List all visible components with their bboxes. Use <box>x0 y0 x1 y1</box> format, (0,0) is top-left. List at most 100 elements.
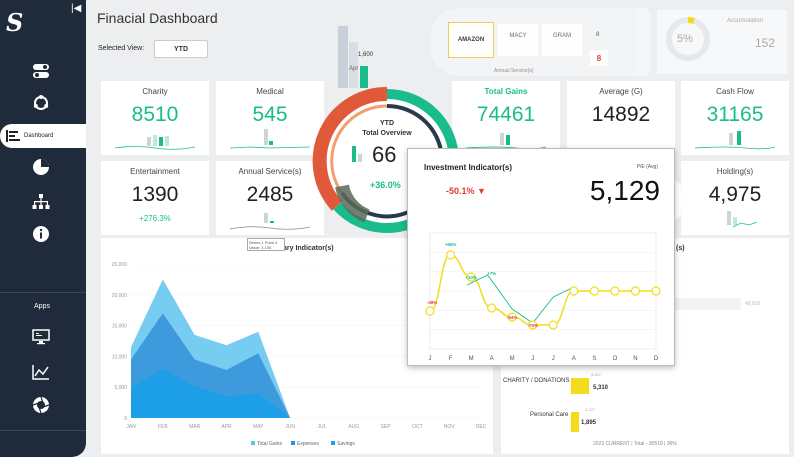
selected-view-label: Selected View: <box>98 45 145 52</box>
data-point[interactable] <box>466 272 476 282</box>
popup-change-value: -50.1% <box>446 186 475 196</box>
nav-dashboard[interactable]: Dashboard <box>0 124 86 148</box>
area-series-2[interactable] <box>131 368 481 418</box>
store-widget: AMAZON MACY GRAM 8 8 Annual Service(s) <box>430 8 650 76</box>
kpi-value: 14892 <box>591 103 651 126</box>
sidebar: S |◀ Dashboard Apps <box>0 0 86 457</box>
charity-value: 5,310 <box>593 385 609 391</box>
y-tick-label: 0 <box>124 416 127 422</box>
data-point[interactable] <box>507 312 517 322</box>
selected-view-button[interactable]: YTD <box>154 40 208 58</box>
kpi-annual-services[interactable]: Annual Service(s) 2485 <box>216 161 324 235</box>
data-point[interactable] <box>445 250 456 260</box>
area-chart: 25,000 20,000 15,000 10,000 5,000 0 JAN FEB MAR A… <box>112 262 487 447</box>
donut-ytd: YTD <box>380 120 394 127</box>
legend-label: Total Gains <box>257 441 283 447</box>
kpi-sparkline <box>115 135 195 150</box>
tooltip-line2: Value: 1,150 <box>249 245 272 250</box>
legend-label: Savings <box>337 441 355 447</box>
mini-bar-month: Apr <box>349 66 359 72</box>
hierarchy-icon[interactable] <box>30 191 52 213</box>
x-tick-label: A <box>490 356 494 362</box>
info-icon[interactable] <box>30 223 52 245</box>
data-point[interactable] <box>548 320 558 330</box>
toggle-icon[interactable] <box>30 60 52 82</box>
y-tick-label: 15,000 <box>112 324 128 330</box>
accumulation-ring <box>666 17 710 61</box>
x-tick-label: O <box>613 356 618 362</box>
donut-change: +36.0% <box>370 180 401 190</box>
kpi-title: Medical <box>256 87 284 96</box>
kpi-medical[interactable]: Medical 545 <box>216 81 324 155</box>
x-tick-label: NOV <box>444 424 456 430</box>
breakdown-legend: 2023 CURRENT | Total - 30519 | 36% <box>593 441 677 447</box>
y-tick-label: 10,000 <box>112 354 128 360</box>
charity-bar[interactable] <box>571 378 589 394</box>
x-tick-label: MAY <box>253 424 264 430</box>
x-tick-label: FEB <box>158 424 168 430</box>
legend-swatch <box>251 441 255 445</box>
donut-value: 66 <box>372 142 397 167</box>
accumulation-card: 5% Accumulation 152 <box>657 10 787 74</box>
data-point[interactable] <box>487 303 497 313</box>
kpi-cash-flow[interactable]: Cash Flow 31165 <box>681 81 789 155</box>
investment-line-chart: -49% +66% +10% +7% -54% -70% J F M A M J J A S O N D <box>425 232 661 362</box>
x-tick-label: AUG <box>348 424 359 430</box>
popup-pointer <box>673 178 699 222</box>
kpi-charity[interactable]: Charity 8510 <box>101 81 209 155</box>
kpi-title: Average (G) <box>599 87 643 96</box>
yellow-series-line[interactable] <box>429 254 656 326</box>
kpi-sparkline <box>230 129 310 149</box>
refresh-icon[interactable] <box>30 92 52 114</box>
x-tick-label: APR <box>221 424 232 430</box>
store-macy[interactable]: MACY <box>498 24 538 56</box>
accumulation-value: 152 <box>755 36 776 50</box>
mini-bar-value: 1,600 <box>358 52 374 58</box>
kpi-title: Charity <box>142 87 168 96</box>
kpi-entertainment[interactable]: Entertainment 1390 +276.3% <box>101 161 209 235</box>
store-amazon[interactable]: AMAZON <box>448 22 494 58</box>
kpi-title: Cash Flow <box>716 87 754 96</box>
kpi-value: 8510 <box>131 103 179 126</box>
data-point[interactable] <box>610 286 620 296</box>
point-label: -70% <box>527 323 538 328</box>
data-point[interactable] <box>569 286 579 296</box>
sidebar-divider-bottom <box>0 430 86 431</box>
investment-indicator-popup[interactable]: Investment Indicator(s) P/E (Avg) -50.1%… <box>407 148 675 366</box>
monitor-icon[interactable] <box>30 326 52 348</box>
faint-value: 48,816 <box>745 301 761 307</box>
area-series-1[interactable] <box>131 313 481 418</box>
data-point[interactable] <box>528 320 538 330</box>
data-point[interactable] <box>425 306 435 316</box>
store-gram[interactable]: GRAM <box>542 24 582 56</box>
kpi-value: 2485 <box>246 183 294 206</box>
kpi-value: 545 <box>252 103 288 126</box>
kpi-sparkline <box>695 131 775 150</box>
data-point[interactable] <box>589 286 599 296</box>
kpi-holdings[interactable]: Holding(s) 4,975 <box>681 161 789 235</box>
data-point[interactable] <box>651 286 661 296</box>
personal-value: 1,895 <box>581 420 597 426</box>
data-point[interactable] <box>630 286 641 296</box>
x-tick-label: OCT <box>412 424 423 430</box>
aperture-icon[interactable] <box>30 394 52 416</box>
kpi-total-gains[interactable]: Total Gains 74461 <box>452 81 560 155</box>
kpi-value: 74461 <box>476 103 536 126</box>
panel-heading-fragment: (s) <box>676 245 685 252</box>
x-tick-label: N <box>633 356 637 362</box>
collapse-sidebar-icon[interactable]: |◀ <box>71 3 82 14</box>
x-tick-label: JAN <box>126 424 136 430</box>
kpi-change: +276.3% <box>139 214 171 223</box>
sidebar-divider <box>0 292 86 293</box>
kpi-sparkline <box>230 213 310 230</box>
personal-prev: 2,127 <box>585 407 596 412</box>
kpi-average[interactable]: Average (G) 14892 <box>567 81 675 155</box>
personal-bar[interactable] <box>571 412 579 432</box>
pie-chart-icon[interactable] <box>30 156 52 178</box>
teal-series-line[interactable] <box>466 274 575 324</box>
popup-value: 5,129 <box>589 175 660 206</box>
count-bottom: 8 <box>590 50 608 66</box>
x-tick-label: F <box>449 356 453 362</box>
kpi-title: Holding(s) <box>716 167 754 176</box>
line-chart-icon[interactable] <box>30 361 52 383</box>
